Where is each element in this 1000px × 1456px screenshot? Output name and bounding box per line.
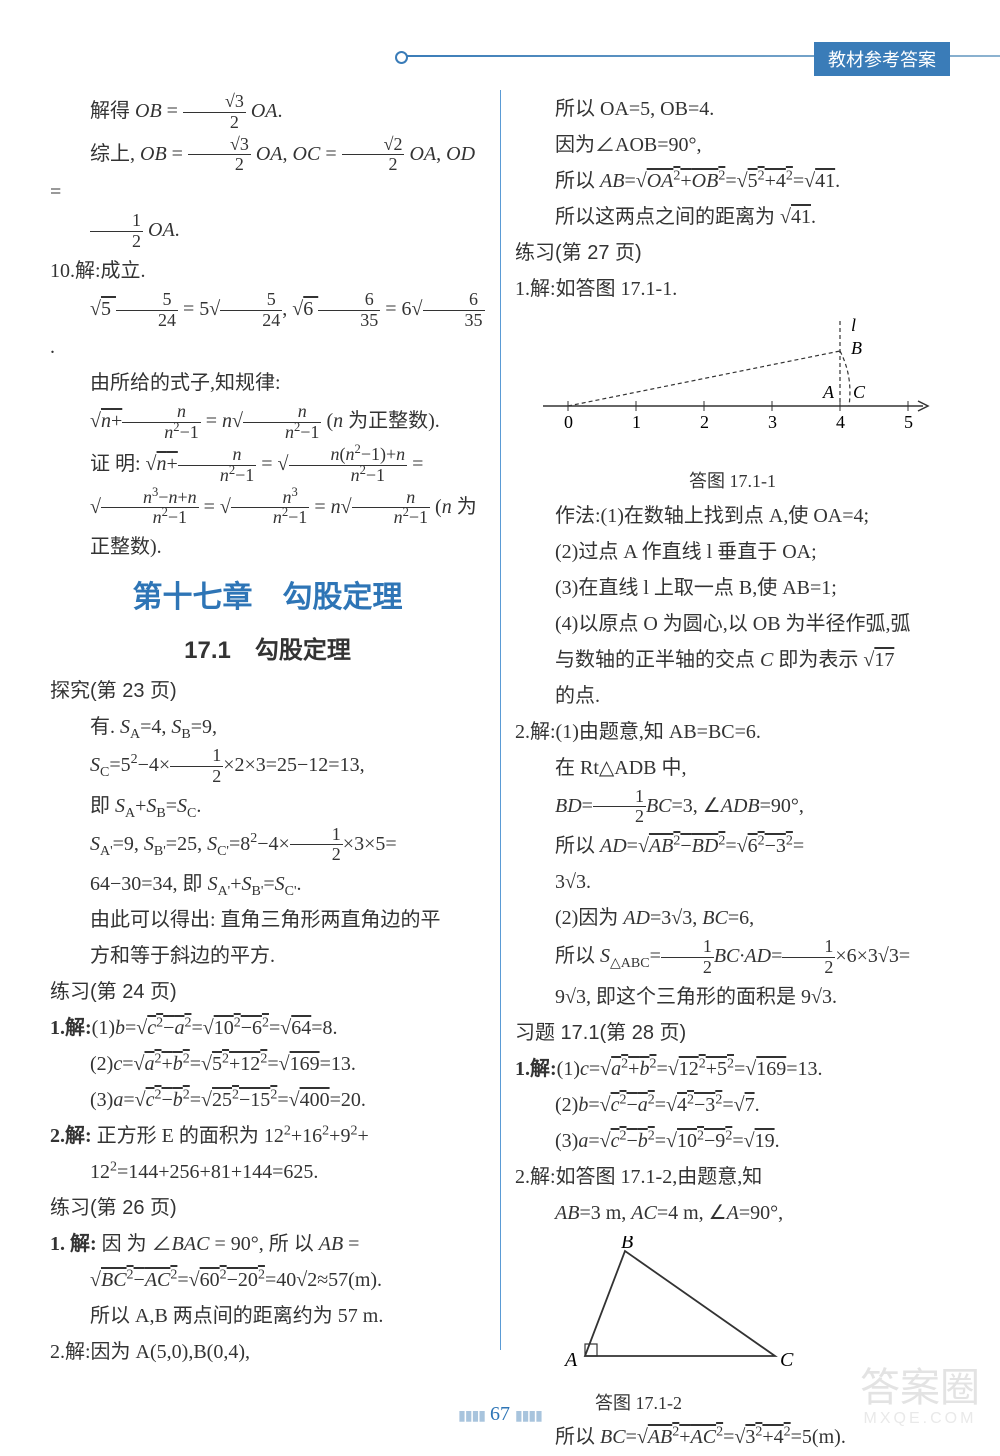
column-divider: [500, 90, 501, 1350]
text: BD=12BC=3, ∠ADB=90°,: [515, 787, 950, 828]
sub-heading: 练习(第 26 页): [50, 1191, 485, 1225]
page-content: 解得 OB = √32 OA. 综上, OB = √32 OA, OC = √2…: [50, 90, 950, 1370]
svg-text:l: l: [851, 316, 856, 335]
text: 1. 解: 因 为 ∠BAC = 90°, 所 以 AB =: [50, 1227, 485, 1261]
text: 所以 S△ABC=12BC·AD=12×6×3√3=: [515, 937, 950, 978]
text: 所以 AB=√OA2+OB2=√52+42=√41.: [515, 164, 950, 198]
text: √5 524 = 5√524, √6 635 = 6√635.: [50, 290, 485, 365]
svg-text:4: 4: [836, 412, 845, 432]
text: 综上, OB = √32 OA, OC = √22 OA, OD =: [50, 135, 485, 210]
svg-text:1: 1: [632, 412, 641, 432]
text: 所以 A,B 两点间的距离约为 57 m.: [50, 1299, 485, 1333]
svg-text:5: 5: [904, 412, 913, 432]
left-column: 解得 OB = √32 OA. 综上, OB = √32 OA, OC = √2…: [50, 90, 485, 1371]
page-number-value: 67: [490, 1403, 510, 1425]
text: 解得 OB = √32 OA.: [50, 92, 485, 133]
text: 所以 AD=√AB2−BD2=√62−32=: [515, 829, 950, 863]
text: 由所给的式子,知规律:: [50, 366, 485, 400]
text: (3)a=√c2−b2=√102−92=√19.: [515, 1124, 950, 1158]
text: √n+nn2−1 = n√nn2−1 (n 为正整数).: [50, 402, 485, 443]
text: (2)c=√a2+b2=√52+122=√169=13.: [50, 1047, 485, 1081]
text: 3√3.: [515, 865, 950, 899]
text: 122=144+256+81+144=625.: [50, 1155, 485, 1189]
text: SA'=9, SB'=25, SC'=82−4×12×3×5=: [50, 825, 485, 866]
svg-text:B: B: [621, 1236, 633, 1253]
text: (2)过点 A 作直线 l 垂直于 OA;: [515, 535, 950, 569]
text: 有. SA=4, SB=9,: [50, 710, 485, 744]
text: SC=52−4×12×2×3=25−12=13,: [50, 746, 485, 787]
text: 作法:(1)在数轴上找到点 A,使 OA=4;: [515, 499, 950, 533]
section-title: 17.1 勾股定理: [50, 631, 485, 672]
header-dot: [395, 51, 408, 64]
right-column: 所以 OA=5, OB=4. 因为∠AOB=90°, 所以 AB=√OA2+OB…: [515, 90, 950, 1456]
text: 1.解:(1)c=√a2+b2=√122+52=√169=13.: [515, 1052, 950, 1086]
text: √BC2−AC2=√602−202=40√2≈57(m).: [50, 1263, 485, 1297]
text: 在 Rt△ADB 中,: [515, 751, 950, 785]
text: 正整数).: [50, 530, 485, 564]
sub-heading: 练习(第 27 页): [515, 236, 950, 270]
text: 与数轴的正半轴的交点 C 即为表示 √17: [515, 643, 950, 677]
figure-17-1-1: l B A C 0 1 2 3 4 5: [533, 316, 933, 456]
text: 由此可以得出: 直角三角形两直角边的平: [50, 903, 485, 937]
figure-17-1-2: A B C: [555, 1236, 815, 1386]
text: 9√3, 即这个三角形的面积是 9√3.: [515, 980, 950, 1014]
text: (3)a=√c2−b2=√252−152=√400=20.: [50, 1083, 485, 1117]
text: (2)b=√c2−a2=√42−32=√7.: [515, 1088, 950, 1122]
sub-heading: 练习(第 24 页): [50, 975, 485, 1009]
text: 证 明: √n+nn2−1 = √n(n2−1)+nn2−1 =: [50, 445, 485, 486]
text: 64−30=34, 即 SA'+SB'=SC'.: [50, 867, 485, 901]
svg-text:C: C: [853, 382, 866, 402]
text: 12 OA.: [50, 211, 485, 252]
text: 1.解:如答图 17.1-1.: [515, 272, 950, 306]
chapter-title: 第十七章 勾股定理: [50, 572, 485, 623]
text: 所以这两点之间的距离为 √41.: [515, 200, 950, 234]
page-number: ▮▮▮▮ 67 ▮▮▮▮: [0, 1403, 1000, 1426]
text: 即 SA+SB=SC.: [50, 789, 485, 823]
q10: 10.解:成立.: [50, 254, 485, 288]
text: 1.解:(1)b=√c2−a2=√102−62=√64=8.: [50, 1011, 485, 1045]
header-label: 教材参考答案: [814, 42, 950, 76]
text: 所以 OA=5, OB=4.: [515, 92, 950, 126]
text: AB=3 m, AC=4 m, ∠A=90°,: [515, 1196, 950, 1230]
sub-heading: 习题 17.1(第 28 页): [515, 1016, 950, 1050]
text: 的点.: [515, 679, 950, 713]
sub-heading: 探究(第 23 页): [50, 674, 485, 708]
text: 2.解:(1)由题意,知 AB=BC=6.: [515, 715, 950, 749]
svg-text:B: B: [851, 338, 862, 358]
svg-text:3: 3: [768, 412, 777, 432]
text: (4)以原点 O 为圆心,以 OB 为半径作弧,弧: [515, 607, 950, 641]
svg-text:2: 2: [700, 412, 709, 432]
svg-text:A: A: [822, 382, 835, 402]
svg-text:C: C: [780, 1349, 794, 1371]
text: 2.解:如答图 17.1-2,由题意,知: [515, 1160, 950, 1194]
text: 因为∠AOB=90°,: [515, 128, 950, 162]
figure-caption: 答图 17.1-1: [515, 466, 950, 497]
svg-text:0: 0: [564, 412, 573, 432]
page-deco-right: ▮▮▮▮: [515, 1409, 542, 1424]
text: 2.解: 正方形 E 的面积为 122+162+92+: [50, 1119, 485, 1153]
svg-text:A: A: [563, 1349, 578, 1371]
text: (3)在直线 l 上取一点 B,使 AB=1;: [515, 571, 950, 605]
text: √n3−n+nn2−1 = √n3n2−1 = n√nn2−1 (n 为: [50, 488, 485, 529]
text: 2.解:因为 A(5,0),B(0,4),: [50, 1335, 485, 1369]
page-deco-left: ▮▮▮▮: [458, 1409, 485, 1424]
text: (2)因为 AD=3√3, BC=6,: [515, 901, 950, 935]
text: 方和等于斜边的平方.: [50, 939, 485, 973]
header: 教材参考答案: [400, 40, 1000, 70]
